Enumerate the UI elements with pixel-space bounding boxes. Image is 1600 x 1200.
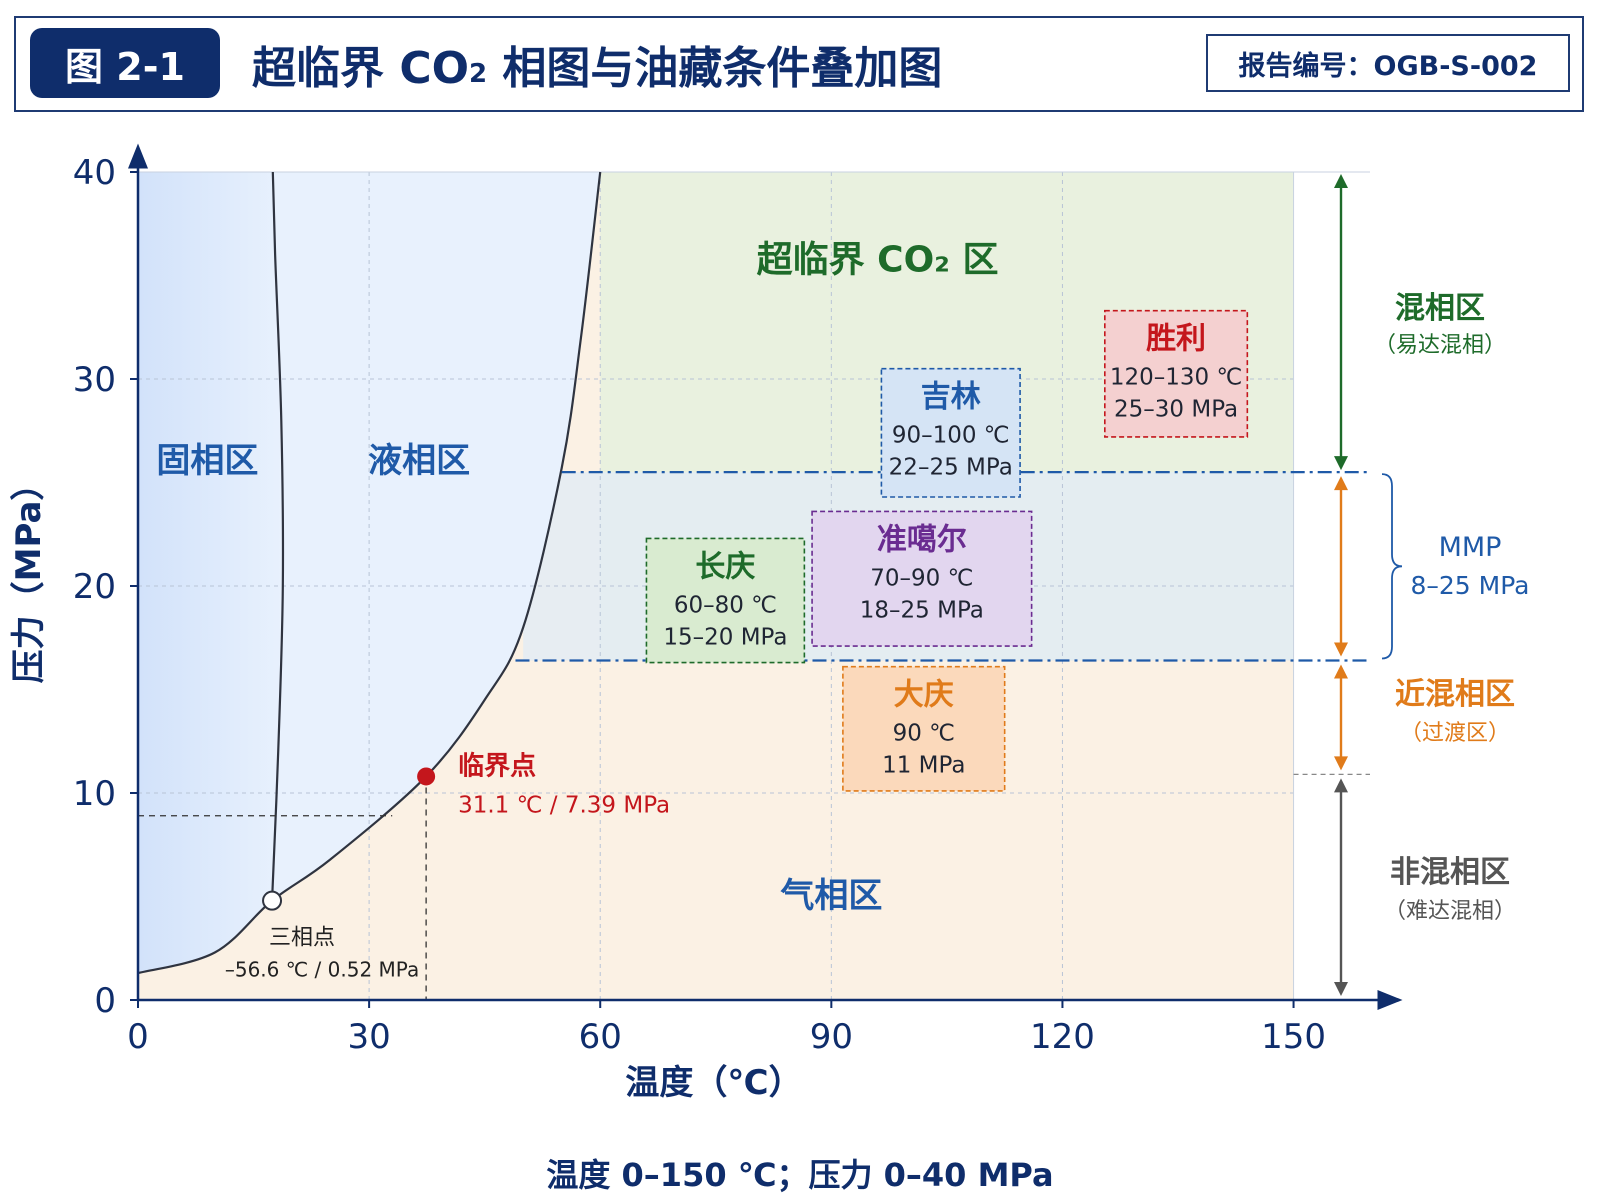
- footer-note: 温度 0–150 ℃；压力 0–40 MPa: [546, 1156, 1054, 1194]
- y-tick-label: 30: [73, 360, 116, 400]
- reservoir-pressure: 18–25 MPa: [860, 597, 984, 623]
- x-tick-label: 150: [1261, 1017, 1326, 1057]
- zone-sublabel: 8–25 MPa: [1410, 571, 1529, 600]
- x-axis-title: 温度（℃）: [625, 1063, 802, 1103]
- y-tick-label: 20: [73, 567, 116, 607]
- near-miscible-arrow-head-top: [1334, 664, 1348, 679]
- y-axis-title: 压力（MPa）: [9, 467, 49, 684]
- y-tick-label: 40: [73, 153, 116, 193]
- region-label: 液相区: [368, 441, 470, 481]
- immiscible-arrow-head-bottom: [1334, 982, 1348, 996]
- zone-sublabel: （过渡区）: [1400, 721, 1510, 746]
- x-tick-label: 120: [1030, 1017, 1095, 1057]
- melting-curve: [270, 171, 285, 901]
- x-tick-label: 60: [579, 1017, 622, 1057]
- reservoir-name: 长庆: [695, 549, 755, 584]
- reservoir-box: [1104, 309, 1249, 438]
- miscible-zone-arrow-head-bottom: [1334, 456, 1348, 471]
- zone-label: 近混相区: [1395, 677, 1515, 712]
- mmp-range-arrow-head-top: [1334, 476, 1348, 491]
- reservoir-box: [880, 367, 1021, 498]
- reservoir-name: 胜利: [1146, 322, 1206, 357]
- x-tick-label: 0: [127, 1017, 149, 1057]
- reservoir-temperature: 90 ℃: [893, 721, 955, 747]
- triple-point-label: 三相点: [269, 926, 335, 951]
- reservoir-pressure: 11 MPa: [882, 753, 965, 779]
- x-tick-label: 30: [347, 1017, 390, 1057]
- region-label: 气相区: [779, 876, 882, 916]
- reservoir-temperature: 70–90 ℃: [870, 565, 973, 591]
- title-subscript: 2: [469, 59, 488, 89]
- solid-region: [138, 172, 283, 974]
- reservoir-box: [811, 510, 1033, 647]
- y-tick-label: 0: [94, 981, 116, 1021]
- zone-label: 非混相区: [1390, 855, 1510, 890]
- zone-sublabel: （难达混相）: [1384, 899, 1516, 924]
- zone-label: MMP: [1439, 532, 1502, 563]
- region-label: 超临界 CO₂ 区: [757, 239, 999, 280]
- title-suffix: 相图与油藏条件叠加图: [487, 43, 943, 94]
- reservoir-pressure: 15–20 MPa: [663, 624, 787, 650]
- reservoir-name: 吉林: [921, 380, 981, 415]
- report-number-box: 报告编号：OGB-S-002: [1206, 34, 1570, 92]
- zone-label: 混相区: [1395, 291, 1485, 326]
- reservoir-pressure: 25–30 MPa: [1114, 397, 1238, 423]
- reservoir-temperature: 60–80 ℃: [674, 592, 777, 618]
- figure-label-badge: 图 2-1: [30, 28, 220, 98]
- title-prefix: 超临界 CO: [252, 43, 470, 94]
- zone-sublabel: （易达混相）: [1374, 333, 1506, 358]
- reservoir-pressure: 22–25 MPa: [889, 455, 1013, 481]
- region-label: 固相区: [156, 441, 258, 481]
- miscible-zone-arrow-head-top: [1334, 174, 1348, 188]
- reservoir-name: 准噶尔: [877, 522, 967, 557]
- header-bar: 图 2-1 超临界 CO 2 相图与油藏条件叠加图 报告编号：OGB-S-002: [14, 16, 1584, 112]
- critical-point-label: 临界点: [458, 750, 536, 781]
- y-tick-label: 10: [73, 774, 116, 814]
- triple-point-value: –56.6 ℃ / 0.52 MPa: [225, 958, 419, 982]
- mmp-range-arrow-head-bottom: [1334, 642, 1348, 657]
- phase-diagram-chart: 0 30 60 90 120 150 0 10 20 30 40 温度（℃） 压力（MPa） 固相区 液相区…: [9, 143, 1530, 1103]
- reservoir-temperature: 120–130 ℃: [1110, 365, 1242, 391]
- x-tick-label: 90: [810, 1017, 853, 1057]
- critical-point-value: 31.1 ℃ / 7.39 MPa: [458, 792, 670, 818]
- triple-point-marker: [262, 890, 283, 911]
- report-number: 报告编号：OGB-S-002: [1238, 50, 1538, 82]
- reservoir-box: [645, 537, 806, 664]
- immiscible-arrow-head-top: [1334, 778, 1348, 793]
- reservoir-name: 大庆: [894, 678, 954, 713]
- mmp-brace: [1381, 473, 1403, 660]
- figure-label: 图 2-1: [65, 44, 185, 89]
- near-miscible-arrow-head-bottom: [1334, 756, 1348, 771]
- page-title: 超临界 CO 2 相图与油藏条件叠加图: [252, 30, 942, 98]
- vaporization-curve: [137, 171, 602, 975]
- critical-point-marker: [417, 767, 436, 786]
- reservoir-box: [842, 665, 1006, 792]
- reservoir-temperature: 90–100 ℃: [892, 423, 1010, 449]
